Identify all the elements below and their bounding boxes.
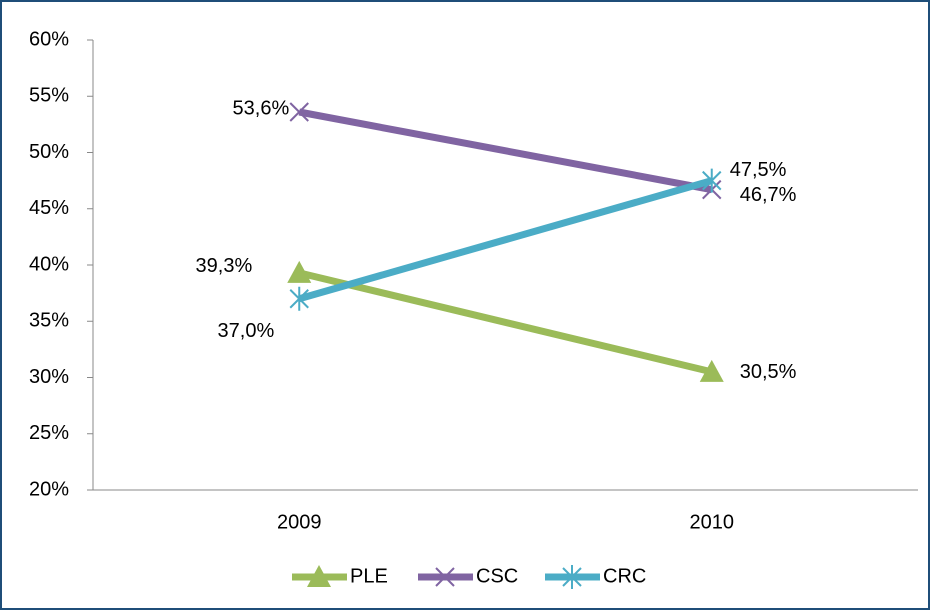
- y-tick-label: 45%: [29, 197, 69, 219]
- marker: [287, 260, 312, 283]
- x-tick-label: 2009: [277, 511, 322, 533]
- series-line: [298, 177, 713, 303]
- legend-marker: [307, 565, 331, 587]
- data-label: 39,3%: [196, 255, 253, 277]
- data-label: 46,7%: [740, 184, 797, 206]
- marker: [702, 168, 722, 193]
- legend-label: CSC: [476, 565, 518, 587]
- y-tick-label: 40%: [29, 253, 69, 275]
- marker: [699, 359, 724, 382]
- legend-label: PLE: [350, 565, 388, 587]
- legend-marker: [562, 565, 582, 589]
- series-line: [298, 108, 713, 194]
- legend-marker: [435, 567, 455, 587]
- x-tick-label: 2010: [690, 511, 735, 533]
- series-line: [298, 269, 713, 376]
- y-tick-label: 50%: [29, 141, 69, 163]
- data-label: 37,0%: [218, 320, 275, 342]
- y-tick-label: 30%: [29, 366, 69, 388]
- marker: [289, 102, 309, 122]
- data-label: 53,6%: [233, 97, 290, 119]
- marker: [289, 286, 309, 311]
- data-label: 47,5%: [730, 159, 787, 181]
- y-tick-label: 25%: [29, 422, 69, 444]
- data-label: 30,5%: [740, 361, 797, 383]
- y-tick-label: 60%: [29, 28, 69, 50]
- legend-label: CRC: [603, 565, 646, 587]
- y-tick-label: 20%: [29, 478, 69, 500]
- y-tick-label: 55%: [29, 85, 69, 107]
- y-tick-label: 35%: [29, 310, 69, 332]
